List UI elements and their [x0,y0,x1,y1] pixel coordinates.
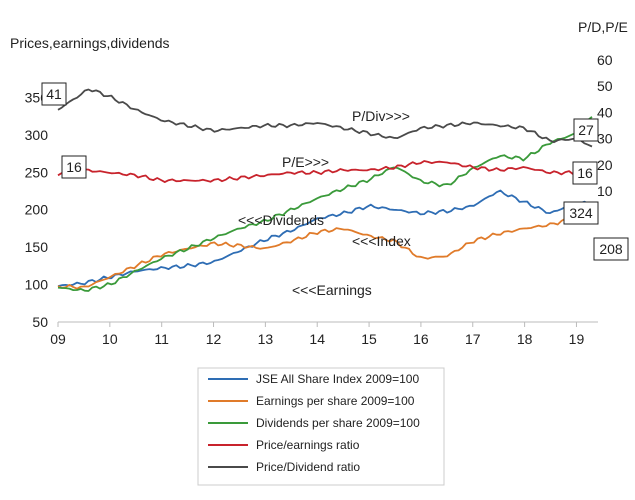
legend-label-2: Dividends per share 2009=100 [256,416,420,430]
right-axis-title: P/D,P/E [578,19,628,35]
x-tick-label: 18 [517,331,533,347]
pe-end-box: 16 [572,161,598,185]
left-tick-label: 250 [25,164,49,180]
pd-annotation: P/Div>>> [352,108,410,124]
index-annotation: <<<Index [352,233,411,249]
pe-end-value: 16 [577,165,593,181]
legend-label-1: Earnings per share 2009=100 [256,394,415,408]
x-tick-label: 15 [361,331,377,347]
series-line-2 [57,116,593,292]
legend-box [197,367,445,486]
series-line-0 [57,189,593,287]
x-tick-label: 13 [258,331,274,347]
index-end-box: 208 [593,237,629,261]
pe-start-box: 16 [61,155,87,179]
x-tick-label: 10 [102,331,118,347]
x-tick-label: 17 [465,331,481,347]
left-axis-title: Prices,earnings,dividends [10,35,170,51]
right-tick-label: 50 [597,78,613,94]
pd-start-box: 41 [41,82,67,106]
dividends-end-box: 324 [563,201,599,225]
right-axis-ticks: 10 20 30 40 50 60 [597,52,613,199]
right-tick-label: 20 [597,157,613,173]
dividends-end-value: 324 [569,205,593,221]
x-tick-label: 14 [309,331,325,347]
pd-end-box: 27 [573,118,599,142]
index-end-value: 208 [599,241,623,257]
series-layer [57,88,593,292]
x-tick-label: 12 [206,331,222,347]
dividends-annotation: <<<Dividends [238,212,324,228]
x-tick-label: 16 [413,331,429,347]
earnings-annotation: <<<Earnings [292,282,372,298]
legend-label-4: Price/Dividend ratio [256,460,360,474]
right-tick-label: 60 [597,52,613,68]
right-tick-label: 10 [597,183,613,199]
x-tick-label: 09 [50,331,66,347]
x-tick-label: 11 [154,331,169,347]
pe-annotation: P/E>>> [282,154,329,170]
pe-start-value: 16 [66,159,82,175]
x-tick-label: 19 [569,331,585,347]
legend-label-3: Price/earnings ratio [256,438,360,452]
pd-start-value: 41 [46,86,62,102]
series-line-4 [57,88,593,148]
left-tick-label: 150 [25,239,49,255]
right-tick-label: 40 [597,104,613,120]
right-tick-label: 30 [597,131,613,147]
left-tick-label: 300 [25,127,49,143]
legend: JSE All Share Index 2009=100 Earnings per… [197,367,445,486]
series-line-3 [57,160,593,184]
pd-end-value: 27 [578,122,594,138]
x-axis-ticks: 09 10 11 12 13 14 15 16 17 18 19 [50,322,584,347]
series-line-1 [57,208,593,290]
left-tick-label: 100 [25,277,49,293]
legend-label-0: JSE All Share Index 2009=100 [256,372,419,386]
left-tick-label: 50 [32,314,48,330]
left-tick-label: 200 [25,202,49,218]
